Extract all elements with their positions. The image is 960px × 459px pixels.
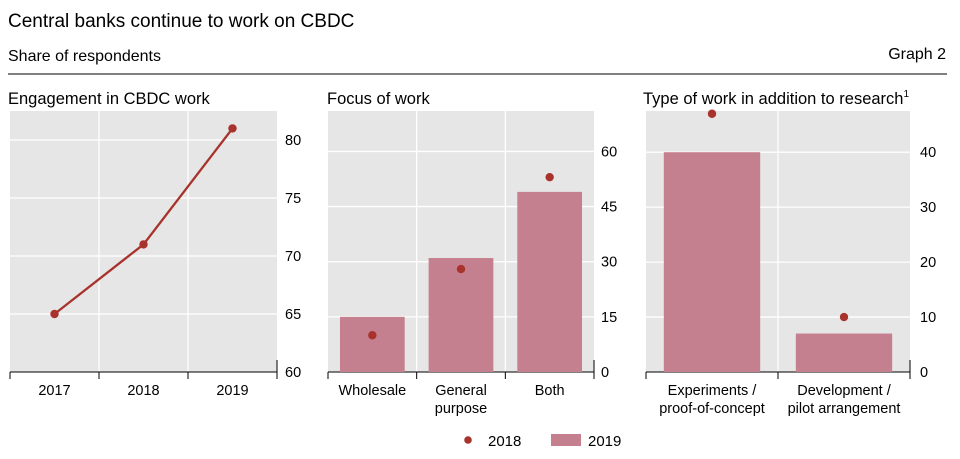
legend-swatch-2019 <box>551 434 581 446</box>
ytick-label-engagement: 70 <box>285 249 301 265</box>
figure-title: Central banks continue to work on CBDC <box>8 11 354 32</box>
bar-2019-type-1 <box>795 333 893 372</box>
bar-2019-focus-0 <box>339 316 405 372</box>
ytick-label-type: 0 <box>920 365 928 381</box>
xtick-label-type: Experiments / <box>668 383 758 399</box>
bar-2019-type-0 <box>663 152 761 372</box>
panel-engagement: Engagement in CBDC work 60 65 70 75 80 2017 20… <box>8 90 301 399</box>
ytick-label-engagement: 65 <box>285 307 301 323</box>
xtick-label-focus: purpose <box>435 401 487 417</box>
panel-title-type-text: Type of work in addition to research <box>643 90 903 108</box>
dot-2018-type-0 <box>707 109 717 118</box>
panel-focus: Focus of work 0 15 30 45 60 Wholesale General p… <box>327 90 617 417</box>
ytick-label-engagement: 80 <box>285 133 301 149</box>
xtick-label-type: Development / <box>797 383 891 399</box>
panel-title-focus: Focus of work <box>327 90 430 108</box>
ytick-label-focus: 60 <box>601 144 617 160</box>
graph-label: Graph 2 <box>888 46 946 63</box>
dot-2018-type-1 <box>839 312 849 322</box>
xtick-label-engagement: 2017 <box>38 383 70 399</box>
xtick-label-engagement: 2018 <box>127 383 159 399</box>
dot-2018-focus-1 <box>456 264 466 274</box>
line-point-2019 <box>228 124 237 133</box>
dot-2018-focus-2 <box>545 172 554 182</box>
ytick-label-engagement: 75 <box>285 191 301 207</box>
xtick-label-engagement: 2019 <box>216 383 248 399</box>
ytick-label-type: 30 <box>920 200 936 216</box>
ytick-label-type: 20 <box>920 255 936 271</box>
ytick-label-focus: 15 <box>601 310 617 326</box>
line-point-2018 <box>139 240 148 249</box>
bar-2019-focus-1 <box>428 258 494 372</box>
dot-2018-focus-0 <box>368 331 377 340</box>
panel-title-engagement: Engagement in CBDC work <box>8 90 211 108</box>
xtick-label-focus: Wholesale <box>338 383 406 399</box>
ytick-label-focus: 0 <box>601 365 609 381</box>
ytick-label-focus: 30 <box>601 255 617 271</box>
ytick-label-focus: 45 <box>601 200 617 216</box>
panel-type: Type of work in addition to research1 0 1… <box>643 89 936 417</box>
legend-label-2019: 2019 <box>588 433 621 450</box>
panel-title-type: Type of work in addition to research1 <box>643 89 909 108</box>
legend-label-2018: 2018 <box>488 433 521 450</box>
ytick-label-type: 10 <box>920 310 936 326</box>
line-point-2017 <box>50 309 59 319</box>
xtick-label-focus: General <box>435 383 487 399</box>
legend-dot-2018 <box>464 436 472 444</box>
ytick-label-engagement: 60 <box>285 365 301 381</box>
bar-2019-focus-2 <box>517 191 583 372</box>
xtick-label-type: pilot arrangement <box>788 401 901 417</box>
xtick-label-type: proof-of-concept <box>659 401 765 417</box>
legend: 2018 2019 <box>464 433 621 450</box>
ytick-label-type: 40 <box>920 145 936 161</box>
panel-title-type-footnote: 1 <box>903 89 909 100</box>
xtick-label-focus: Both <box>535 383 565 399</box>
figure-subtitle: Share of respondents <box>8 48 161 65</box>
